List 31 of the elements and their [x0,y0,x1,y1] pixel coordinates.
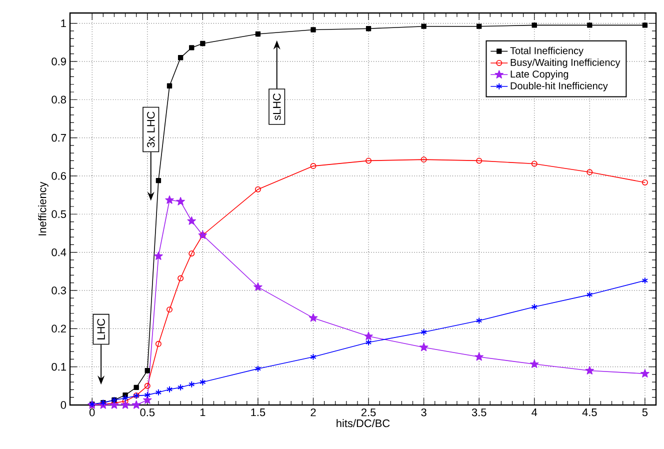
x-tick-label: 3 [421,408,426,416]
x-tick-label: 0 [89,408,95,416]
annotation: sLHC [272,93,281,120]
x-tick-label: 1.5 [251,408,266,416]
y-tick-label: 0.5 [52,210,66,218]
y-tick-label: 0.1 [52,362,66,371]
y-tick-label: 0.3 [52,286,66,294]
y-tick-label: 0.2 [52,324,66,333]
y-tick-label: 0.4 [52,248,66,256]
y-tick-label: 0.9 [52,58,66,66]
y-tick-label: 0.6 [52,172,66,180]
legend-label: Late Copying [510,70,568,80]
x-axis-title: hits/DC/BC [336,419,390,428]
x-tick-label: 3.5 [472,408,486,416]
y-axis-title: Inefficiency [38,182,48,236]
x-tick-label: 5 [642,408,648,416]
y-tick-label: 0.8 [52,96,66,104]
y-tick-label: 1 [61,20,66,28]
x-tick-label: 4.5 [582,408,597,416]
legend-label: Total Inefficiency [510,46,584,56]
annotation: 3x LHC [147,112,155,148]
x-tick-label: 1 [200,408,206,416]
x-tick-label: 4 [532,408,538,416]
y-tick-label: 0 [60,401,66,409]
x-tick-label: 0.5 [140,408,155,416]
x-tick-label: 2 [310,408,316,416]
legend-label: Busy/Waiting Inefficiency [510,58,620,68]
legend-label: Double-hit Inefficiency [510,82,608,92]
annotation: LHC [97,318,105,340]
x-tick-label: 2.5 [361,408,376,416]
y-tick-label: 0.7 [52,134,66,142]
